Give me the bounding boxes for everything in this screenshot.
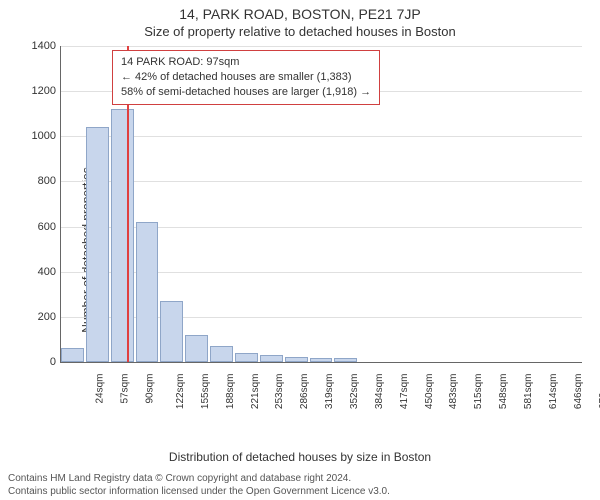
x-axis-line xyxy=(60,362,582,363)
annotation-line: ← 42% of detached houses are smaller (1,… xyxy=(121,70,371,85)
x-tick-label: 581sqm xyxy=(523,374,534,410)
x-axis-label: Distribution of detached houses by size … xyxy=(0,450,600,464)
x-tick-label: 483sqm xyxy=(449,374,460,410)
x-tick-label: 614sqm xyxy=(548,374,559,410)
x-tick-label: 155sqm xyxy=(200,374,211,410)
y-tick-label: 1200 xyxy=(32,85,56,97)
histogram-bar xyxy=(210,346,233,362)
annotation-box: 14 PARK ROAD: 97sqm← 42% of detached hou… xyxy=(112,50,380,105)
histogram-bar xyxy=(235,353,258,362)
x-tick-label: 188sqm xyxy=(225,374,236,410)
footer-line-2: Contains public sector information licen… xyxy=(8,486,592,499)
y-tick-label: 800 xyxy=(38,175,56,187)
y-tick-label: 600 xyxy=(38,221,56,233)
y-tick-label: 400 xyxy=(38,266,56,278)
footer-line-1: Contains HM Land Registry data © Crown c… xyxy=(8,473,592,486)
gridline xyxy=(60,181,582,182)
x-tick-label: 515sqm xyxy=(473,374,484,410)
y-tick-label: 200 xyxy=(38,311,56,323)
histogram-bar xyxy=(185,335,208,362)
x-tick-label: 286sqm xyxy=(299,374,310,410)
chart-title-address: 14, PARK ROAD, BOSTON, PE21 7JP xyxy=(0,6,600,22)
histogram-bar xyxy=(136,222,159,362)
y-tick-label: 0 xyxy=(50,356,56,368)
x-tick-label: 384sqm xyxy=(374,374,385,410)
x-tick-label: 253sqm xyxy=(275,374,286,410)
y-tick-label: 1400 xyxy=(32,40,56,52)
x-tick-label: 417sqm xyxy=(399,374,410,410)
x-tick-label: 450sqm xyxy=(424,374,435,410)
chart-plot-area: 020040060080010001200140024sqm57sqm90sqm… xyxy=(60,46,582,406)
x-tick-label: 352sqm xyxy=(349,374,360,410)
x-tick-label: 90sqm xyxy=(145,374,156,404)
annotation-line: 14 PARK ROAD: 97sqm xyxy=(121,55,371,70)
x-tick-label: 122sqm xyxy=(175,374,186,410)
x-tick-label: 319sqm xyxy=(324,374,335,410)
gridline xyxy=(60,136,582,137)
y-axis-line xyxy=(60,46,61,362)
x-tick-label: 57sqm xyxy=(120,374,131,404)
x-tick-label: 24sqm xyxy=(95,374,106,404)
chart-subtitle: Size of property relative to detached ho… xyxy=(0,24,600,39)
histogram-bar xyxy=(260,355,283,362)
x-tick-label: 548sqm xyxy=(498,374,509,410)
histogram-bar xyxy=(111,109,134,362)
y-tick-label: 1000 xyxy=(32,130,56,142)
chart-footer: Contains HM Land Registry data © Crown c… xyxy=(8,473,592,498)
x-tick-label: 221sqm xyxy=(250,374,261,410)
gridline xyxy=(60,46,582,47)
histogram-bar xyxy=(86,127,109,362)
annotation-line: 58% of semi-detached houses are larger (… xyxy=(121,85,371,100)
x-tick-label: 646sqm xyxy=(573,374,584,410)
histogram-bar xyxy=(61,348,84,362)
histogram-bar xyxy=(160,301,183,362)
